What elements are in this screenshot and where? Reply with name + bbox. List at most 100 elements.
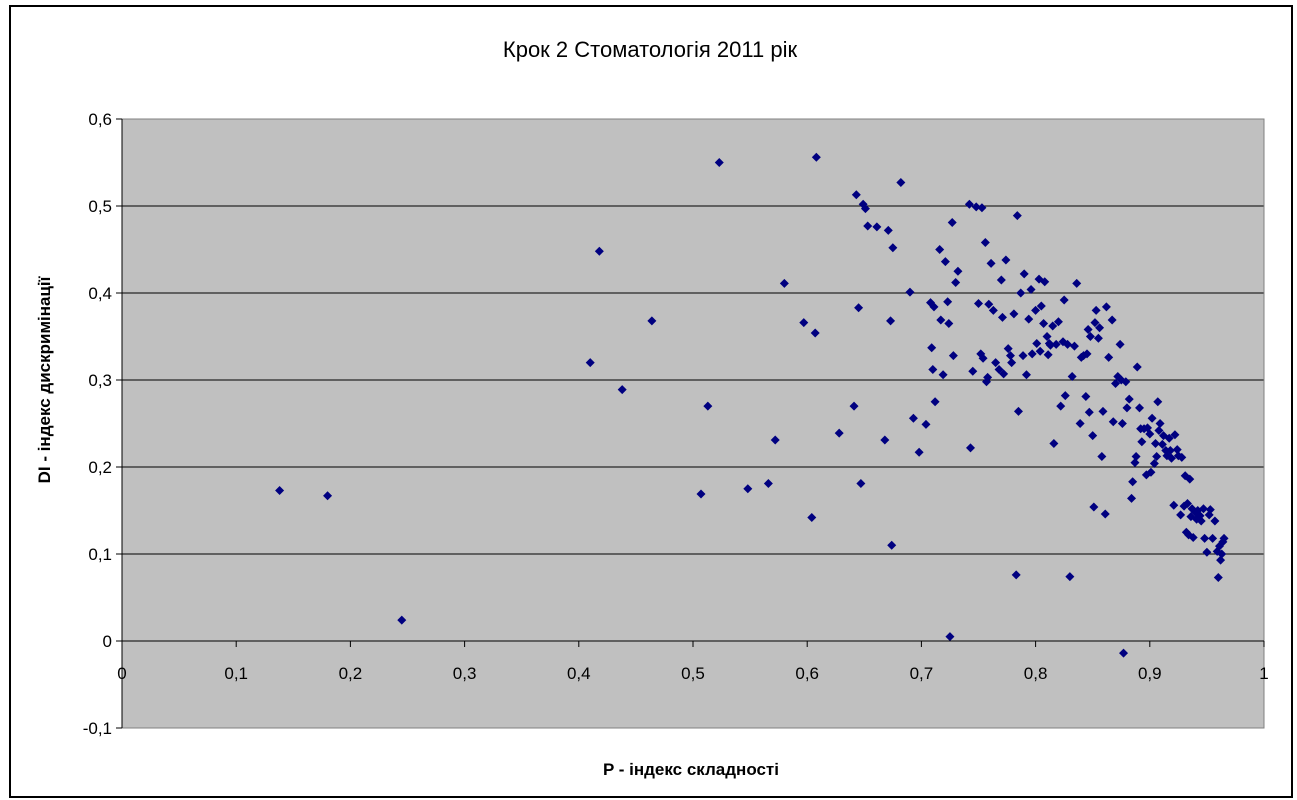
data-point: [1107, 315, 1117, 325]
data-point: [1213, 572, 1223, 582]
data-point: [275, 485, 285, 495]
data-point: [1019, 269, 1029, 279]
y-tick-label: 0,3: [88, 371, 112, 390]
data-point: [1176, 510, 1186, 520]
data-point: [1075, 419, 1085, 428]
data-point: [863, 221, 873, 231]
data-point: [1152, 452, 1162, 462]
x-tick-label: 0,8: [1024, 664, 1048, 683]
data-point: [988, 305, 998, 315]
data-point: [1124, 394, 1134, 404]
data-point: [743, 484, 753, 494]
data-point: [1049, 439, 1059, 449]
data-point: [1131, 452, 1141, 462]
data-point: [966, 443, 976, 453]
data-point: [1018, 351, 1028, 361]
data-point: [1151, 439, 1161, 449]
data-point: [696, 489, 706, 499]
y-tick-label: 0,4: [88, 284, 112, 303]
data-point: [1108, 417, 1118, 427]
data-point: [980, 238, 990, 248]
data-point: [971, 202, 981, 212]
data-point: [770, 435, 780, 445]
data-point: [1005, 351, 1015, 361]
y-tick-label: 0,2: [88, 458, 112, 477]
data-point: [1042, 332, 1052, 341]
data-point: [849, 401, 859, 411]
data-point: [1003, 344, 1013, 354]
data-points: [275, 152, 1229, 658]
data-point: [1027, 349, 1037, 359]
data-point: [647, 316, 657, 326]
data-point: [1132, 362, 1142, 372]
data-point: [1013, 406, 1023, 416]
data-point: [1166, 453, 1176, 463]
data-point: [323, 491, 333, 501]
data-point: [978, 353, 988, 363]
data-point: [1216, 555, 1226, 565]
data-point: [886, 316, 896, 326]
data-point: [1024, 314, 1034, 324]
data-point: [986, 258, 996, 268]
data-point: [1169, 500, 1179, 510]
data-point: [896, 178, 906, 188]
data-point: [617, 385, 627, 395]
data-point: [1130, 458, 1140, 468]
data-point: [585, 358, 595, 368]
data-point: [1217, 549, 1227, 559]
data-point: [930, 397, 940, 407]
data-point: [1083, 325, 1093, 335]
data-point: [974, 298, 983, 308]
data-point: [1200, 533, 1210, 543]
data-point: [1100, 509, 1110, 519]
data-point: [921, 419, 931, 429]
data-point: [1043, 350, 1053, 360]
data-point: [943, 297, 953, 307]
data-point: [851, 190, 861, 200]
data-point: [1154, 425, 1164, 435]
x-tick-labels: 0 0,1 0,2 0,3 0,4 0,5 0,6 0,7 0,8 0,9 1: [117, 664, 1268, 683]
data-point: [1111, 378, 1121, 388]
data-point: [1012, 211, 1022, 221]
data-point: [854, 303, 864, 313]
data-point: [883, 225, 893, 235]
data-point: [1072, 278, 1082, 288]
data-point: [951, 278, 961, 288]
data-point: [1011, 570, 1021, 580]
data-point: [1036, 301, 1046, 311]
gridlines: [122, 205, 1264, 555]
data-point: [945, 632, 955, 642]
data-point: [935, 245, 945, 254]
data-point: [799, 318, 809, 328]
data-point: [1053, 317, 1063, 327]
data-point: [968, 366, 978, 376]
plot-background: [122, 119, 1264, 728]
data-point: [1065, 572, 1075, 582]
data-point: [1122, 403, 1132, 413]
data-point: [1039, 318, 1049, 328]
x-axis-title: P - індекс складності: [603, 760, 779, 779]
data-point: [594, 246, 604, 256]
data-point: [1031, 305, 1041, 315]
data-point: [1188, 532, 1198, 542]
data-point: [1182, 499, 1192, 509]
axes: [121, 119, 1265, 728]
x-tick-label: 0,9: [1138, 664, 1162, 683]
y-tick-label: 0,1: [88, 545, 112, 564]
data-point: [1219, 533, 1229, 543]
data-point: [1165, 445, 1175, 455]
data-point: [964, 199, 974, 209]
data-point: [1088, 431, 1098, 441]
data-point: [1084, 407, 1094, 417]
data-point: [996, 275, 1006, 285]
data-point: [1063, 339, 1073, 349]
data-point: [1056, 401, 1066, 411]
data-point: [714, 158, 724, 167]
data-point: [1032, 338, 1042, 348]
data-point: [1067, 372, 1077, 382]
y-tick-label: 0: [103, 632, 112, 651]
data-point: [1082, 349, 1092, 359]
data-point: [1093, 333, 1103, 343]
chart-title: Крок 2 Стоматологія 2011 рік: [503, 37, 798, 62]
data-point: [1059, 295, 1069, 305]
